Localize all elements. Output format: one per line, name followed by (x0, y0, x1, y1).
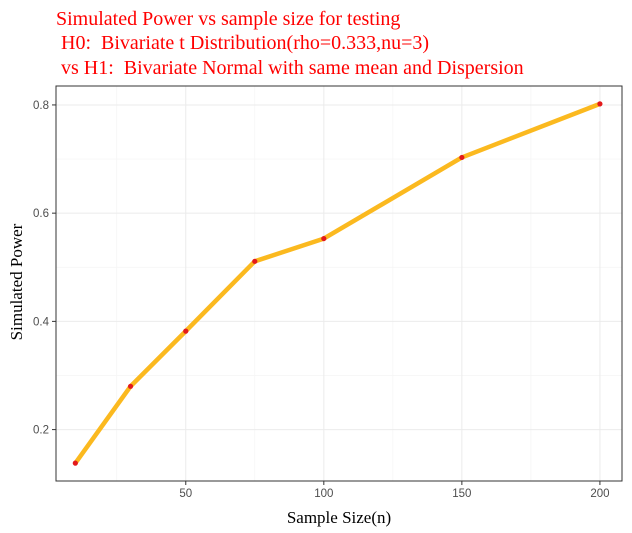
chart-title: Simulated Power vs sample size for testi… (56, 8, 524, 79)
title-line-2: H0: Bivariate t Distribution(rho=0.333,n… (56, 32, 429, 54)
title-line-3: vs H1: Bivariate Normal with same mean a… (56, 57, 524, 79)
series-line (73, 101, 603, 466)
data-point (72, 460, 78, 466)
data-point (127, 383, 134, 389)
x-tick-label: 150 (452, 488, 471, 500)
x-tick-label: 200 (590, 488, 609, 500)
y-tick-label: 0.4 (33, 316, 50, 328)
data-point (597, 101, 603, 107)
title-line-1: Simulated Power vs sample size for testi… (56, 8, 400, 30)
y-tick-label: 0.8 (33, 100, 49, 112)
x-tick-label: 100 (314, 488, 333, 500)
data-point (183, 328, 189, 334)
x-axis-title: Sample Size(n) (287, 508, 391, 527)
axes: 50 100 150 200 0.2 0.4 0.6 0.8 (33, 100, 610, 500)
data-point (459, 154, 465, 161)
y-tick-label: 0.6 (33, 208, 49, 220)
grid (56, 86, 622, 481)
data-point (321, 235, 327, 242)
panel-border (55, 85, 623, 482)
y-tick-label: 0.2 (33, 425, 49, 437)
data-point (252, 258, 258, 264)
x-tick-label: 50 (179, 488, 192, 500)
y-axis-title: Simulated Power (7, 223, 26, 340)
plot-area (72, 101, 603, 466)
